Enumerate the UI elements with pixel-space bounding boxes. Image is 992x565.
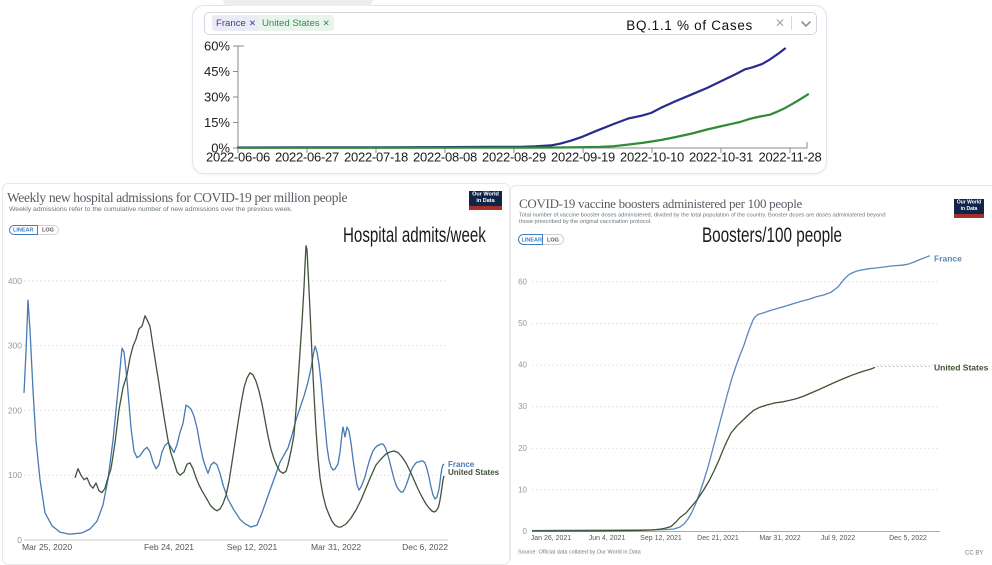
- svg-text:300: 300: [8, 341, 22, 351]
- svg-text:United States: United States: [448, 468, 500, 477]
- svg-text:2022-10-31: 2022-10-31: [689, 150, 753, 165]
- svg-text:United States: United States: [934, 363, 989, 373]
- svg-text:Jul 9, 2022: Jul 9, 2022: [821, 535, 855, 542]
- svg-text:60: 60: [518, 277, 527, 286]
- svg-text:Mar 31, 2022: Mar 31, 2022: [311, 542, 361, 552]
- svg-text:0: 0: [523, 527, 528, 536]
- svg-text:40: 40: [518, 361, 527, 370]
- svg-text:Sep 12, 2021: Sep 12, 2021: [227, 542, 278, 552]
- svg-text:2022-08-08: 2022-08-08: [413, 150, 477, 165]
- svg-text:France: France: [448, 460, 475, 469]
- svg-text:2022-06-27: 2022-06-27: [275, 150, 339, 165]
- svg-text:2022-10-10: 2022-10-10: [620, 150, 684, 165]
- svg-text:France: France: [934, 254, 962, 264]
- svg-text:2022-09-19: 2022-09-19: [551, 150, 615, 165]
- svg-text:400: 400: [8, 276, 22, 286]
- svg-text:10: 10: [518, 485, 527, 494]
- svg-text:2022-06-06: 2022-06-06: [206, 150, 270, 165]
- svg-text:0%: 0%: [211, 141, 230, 156]
- svg-text:2022-08-29: 2022-08-29: [482, 150, 546, 165]
- svg-text:Mar 25, 2020: Mar 25, 2020: [22, 542, 72, 552]
- svg-text:Sep 12, 2021: Sep 12, 2021: [640, 535, 682, 542]
- svg-text:200: 200: [8, 405, 22, 415]
- svg-text:Mar 31, 2022: Mar 31, 2022: [759, 535, 800, 542]
- svg-text:Dec 6, 2022: Dec 6, 2022: [402, 542, 448, 552]
- svg-text:Feb 24, 2021: Feb 24, 2021: [144, 542, 194, 552]
- svg-text:45%: 45%: [204, 64, 230, 79]
- svg-text:100: 100: [8, 470, 22, 480]
- svg-text:15%: 15%: [204, 115, 230, 130]
- svg-text:60%: 60%: [204, 39, 230, 54]
- svg-text:0: 0: [17, 535, 22, 545]
- svg-text:50: 50: [518, 319, 527, 328]
- svg-text:Dec 21, 2021: Dec 21, 2021: [697, 535, 739, 542]
- svg-text:20: 20: [518, 444, 527, 453]
- svg-text:Jun 4, 2021: Jun 4, 2021: [589, 535, 626, 542]
- svg-text:2022-07-18: 2022-07-18: [344, 150, 408, 165]
- svg-text:2022-11-28: 2022-11-28: [758, 150, 821, 165]
- svg-text:30%: 30%: [204, 90, 230, 105]
- svg-text:Jan 26, 2021: Jan 26, 2021: [531, 535, 572, 542]
- svg-text:30: 30: [518, 402, 527, 411]
- svg-text:Dec 5, 2022: Dec 5, 2022: [889, 535, 927, 542]
